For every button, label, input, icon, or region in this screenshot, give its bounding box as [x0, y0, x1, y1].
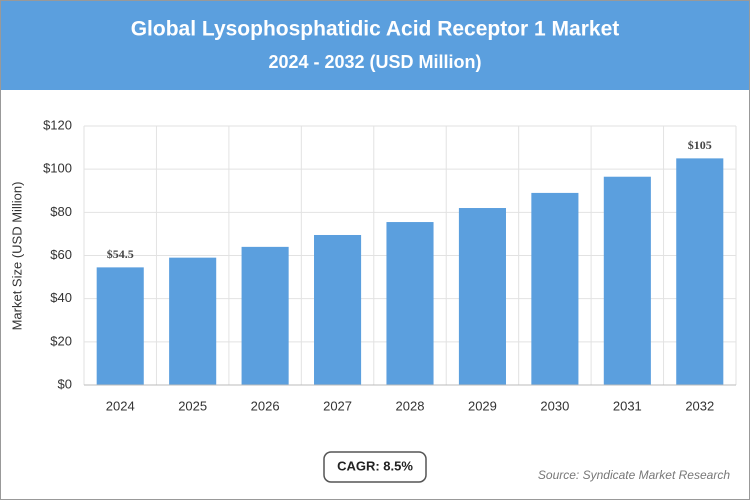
bar [386, 222, 434, 385]
y-tick-label: $0 [58, 376, 72, 391]
data-label: $105 [688, 138, 712, 152]
x-tick-label: 2029 [468, 398, 497, 413]
chart-title: Global Lysophosphatidic Acid Receptor 1 … [131, 18, 620, 41]
bar [314, 234, 362, 385]
bar [241, 246, 289, 385]
y-axis-title: Market Size (USD Million) [9, 182, 24, 331]
cagr-label: CAGR: 8.5% [337, 458, 413, 473]
x-tick-label: 2030 [540, 398, 569, 413]
x-tick-label: 2028 [396, 398, 425, 413]
bar [603, 176, 651, 385]
bar [96, 267, 144, 385]
x-tick-label: 2026 [251, 398, 280, 413]
x-tick-label: 2031 [613, 398, 642, 413]
x-tick-label: 2027 [323, 398, 352, 413]
source-note: Source: Syndicate Market Research [538, 468, 730, 482]
y-tick-label: $100 [43, 161, 72, 176]
chart-subtitle: 2024 - 2032 (USD Million) [268, 52, 481, 72]
y-tick-label: $60 [50, 247, 72, 262]
x-tick-label: 2024 [106, 398, 135, 413]
y-tick-label: $40 [50, 290, 72, 305]
bar [458, 208, 506, 385]
header [1, 1, 749, 90]
data-label: $54.5 [107, 247, 134, 261]
y-tick-label: $20 [50, 333, 72, 348]
cagr-box [323, 451, 427, 483]
y-tick-label: $120 [43, 117, 72, 132]
bar [676, 158, 724, 385]
x-tick-label: 2032 [685, 398, 714, 413]
bar [531, 192, 579, 385]
bar [169, 257, 217, 385]
y-tick-label: $80 [50, 204, 72, 219]
x-tick-label: 2025 [178, 398, 207, 413]
